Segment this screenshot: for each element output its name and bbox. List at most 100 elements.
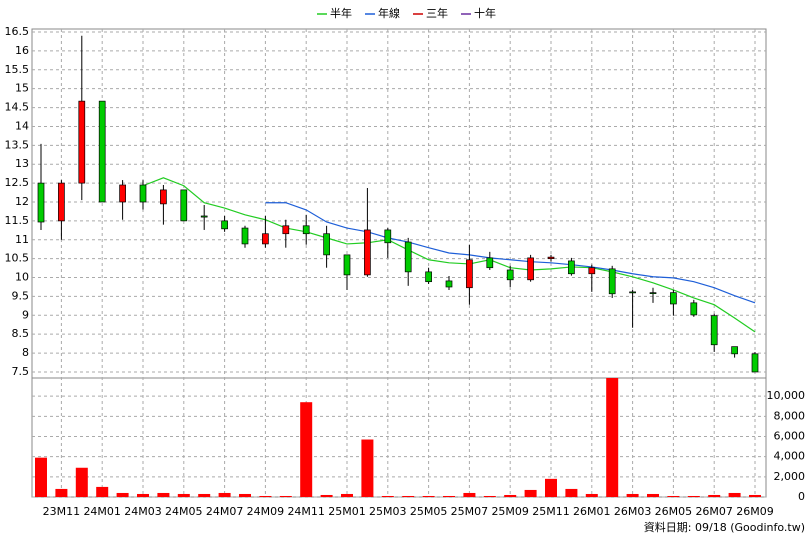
y2-tick-label: 4,000 — [774, 450, 806, 463]
x-tick-label: 26M05 — [655, 505, 693, 518]
candle-body — [608, 268, 616, 295]
volume-bar — [749, 494, 761, 497]
candle-body — [547, 256, 555, 259]
candle-body — [568, 260, 575, 275]
candle-body — [323, 233, 330, 256]
legend-label: 年線 — [378, 6, 400, 20]
candle-body — [302, 225, 310, 235]
legend-label: 十年 — [474, 6, 496, 20]
volume-bar — [463, 492, 476, 497]
ma-line — [142, 177, 756, 333]
candle-body — [200, 215, 208, 218]
candle-body — [731, 346, 738, 355]
candle-body — [241, 227, 249, 245]
y-tick-label: 13 — [15, 157, 29, 170]
x-tick-label: 24M07 — [206, 505, 244, 518]
volume-bar — [198, 493, 211, 497]
volume-bar — [157, 492, 170, 497]
y-tick-label: 10 — [15, 271, 29, 284]
candle-body — [37, 182, 45, 223]
y-tick-label: 8 — [22, 346, 29, 359]
y-tick-label: 11 — [15, 233, 29, 246]
footer: 資料日期: 09/18 (Goodinfo.tw) — [644, 520, 805, 534]
volume-bar — [35, 457, 47, 497]
x-tick-label: 23M11 — [43, 505, 81, 518]
x-tick-label: 24M03 — [124, 505, 162, 518]
y-tick-label: 12.5 — [5, 176, 30, 189]
candle-body — [119, 184, 126, 203]
volume-bar — [361, 439, 374, 497]
x-tick-label: 24M09 — [247, 505, 285, 518]
volume-bar — [218, 492, 231, 497]
candle-body — [649, 292, 657, 294]
x-tick-label: 25M01 — [328, 505, 366, 518]
x-tick-label: 25M09 — [491, 505, 529, 518]
candle-body — [404, 241, 412, 273]
volume-bar — [708, 494, 721, 497]
volume-bar — [504, 494, 517, 497]
ma-line — [265, 202, 756, 304]
x-tick-label: 26M01 — [573, 505, 611, 518]
candle-body — [364, 229, 371, 276]
x-tick-label: 25M05 — [410, 505, 448, 518]
volume-bar — [279, 495, 292, 497]
volume-bar — [381, 495, 394, 497]
x-tick-label: 24M05 — [165, 505, 203, 518]
x-tick-label: 25M03 — [369, 505, 407, 518]
volume-bar — [585, 493, 598, 497]
y-tick-label: 9 — [22, 308, 29, 321]
volume-bar — [96, 486, 109, 497]
y2-tick-label: 10,000 — [767, 389, 806, 402]
plot-frame — [31, 28, 767, 498]
volume-bar — [524, 489, 537, 497]
y-tick-label: 15.5 — [5, 63, 30, 76]
legend-label: 半年 — [330, 6, 352, 20]
y-tick-label: 8.5 — [12, 327, 30, 340]
volume-bar — [545, 478, 557, 497]
volume-bar — [667, 495, 680, 497]
candle-body — [425, 271, 432, 283]
candle-body — [629, 291, 636, 294]
candle-body — [58, 182, 65, 222]
volume-bar — [647, 493, 659, 497]
legend-label: 三年 — [426, 6, 448, 20]
volume-bar — [341, 493, 353, 497]
x-tick-label: 24M11 — [287, 505, 325, 518]
y-tick-label: 12 — [15, 195, 29, 208]
volume-bar — [239, 493, 251, 497]
x-tick-label: 26M07 — [695, 505, 733, 518]
y2-tick-label: 6,000 — [774, 429, 806, 442]
y-tick-label: 14 — [15, 119, 29, 132]
volume-bar — [687, 495, 700, 497]
y-tick-label: 11.5 — [5, 214, 30, 227]
y-tick-label: 16.5 — [5, 25, 30, 38]
volume-bar — [402, 495, 415, 497]
volume-bar — [565, 488, 578, 497]
candle-body — [670, 292, 677, 305]
volume-bar — [75, 467, 88, 497]
candle-body — [78, 100, 86, 184]
volume-bar — [177, 493, 190, 497]
candle-body — [506, 269, 514, 281]
y2-tick-label: 2,000 — [774, 470, 806, 483]
y-tick-label: 13.5 — [5, 138, 30, 151]
candle-body — [466, 259, 473, 289]
candle-body — [160, 189, 167, 205]
volume-bar — [55, 488, 68, 497]
candle-body — [527, 257, 534, 281]
y2-tick-label: 0 — [798, 490, 805, 503]
candle-body — [445, 280, 453, 288]
volume-bar — [116, 492, 129, 497]
y2-tick-label: 8,000 — [774, 409, 806, 422]
volume-bar — [137, 493, 149, 497]
candle-body — [98, 100, 106, 203]
y-tick-label: 7.5 — [12, 365, 30, 378]
x-tick-label: 26M03 — [614, 505, 652, 518]
volume-bar — [443, 495, 455, 497]
candle-body — [710, 315, 718, 346]
x-tick-label: 24M01 — [83, 505, 121, 518]
candle-body — [588, 267, 596, 275]
x-tick-label: 26M09 — [736, 505, 774, 518]
x-tick-label: 25M11 — [532, 505, 570, 518]
